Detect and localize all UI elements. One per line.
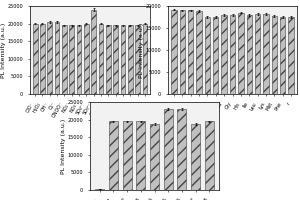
Bar — [106, 25, 111, 94]
Bar — [55, 22, 59, 94]
Bar — [230, 15, 235, 94]
Bar — [178, 109, 186, 190]
Bar — [91, 10, 96, 94]
Bar — [247, 15, 252, 94]
Bar — [40, 24, 45, 94]
Bar — [171, 10, 177, 94]
Bar — [164, 109, 173, 190]
Bar — [150, 124, 159, 190]
Bar — [205, 121, 214, 190]
Bar — [121, 25, 125, 94]
Bar — [33, 24, 38, 94]
Bar — [135, 25, 140, 94]
Bar — [47, 22, 52, 94]
Bar — [99, 24, 103, 94]
Bar — [221, 15, 227, 94]
Bar — [205, 17, 210, 94]
Bar — [196, 11, 202, 94]
Bar — [113, 25, 118, 94]
Bar — [142, 24, 147, 94]
Bar — [255, 14, 260, 94]
Bar — [179, 10, 185, 94]
Bar — [238, 13, 244, 94]
Y-axis label: PL Intensity (a.u.): PL Intensity (a.u.) — [139, 22, 144, 78]
Bar — [263, 14, 269, 94]
Bar — [191, 124, 200, 190]
Bar — [76, 25, 81, 94]
Bar — [136, 121, 145, 190]
Bar — [288, 17, 294, 94]
Bar — [188, 10, 193, 94]
Bar — [128, 25, 133, 94]
Bar — [109, 121, 118, 190]
Bar — [95, 189, 104, 190]
Bar — [213, 17, 218, 94]
Bar — [69, 25, 74, 94]
Bar — [62, 25, 67, 94]
Bar — [123, 121, 131, 190]
Bar — [84, 24, 89, 94]
Bar — [272, 16, 277, 94]
Y-axis label: PL Intensity (a.u.): PL Intensity (a.u.) — [61, 118, 66, 174]
Bar — [280, 17, 286, 94]
Y-axis label: PL Intensity (a.u.): PL Intensity (a.u.) — [1, 22, 6, 78]
